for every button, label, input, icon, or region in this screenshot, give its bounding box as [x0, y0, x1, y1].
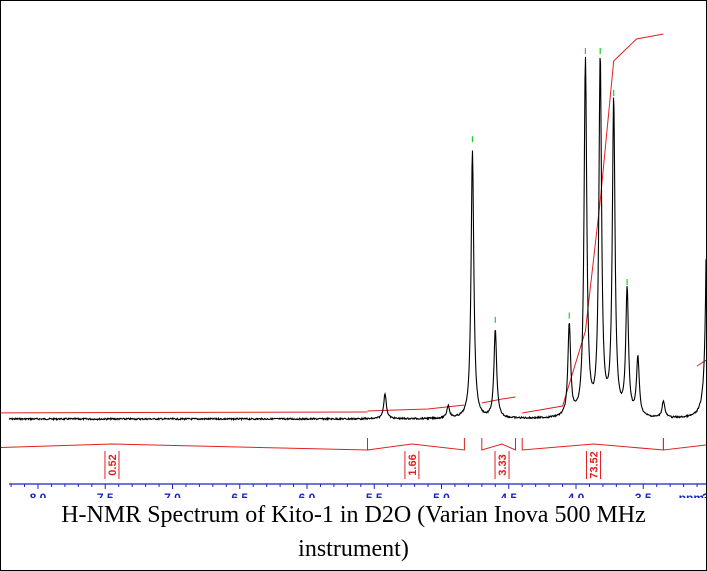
integral-bracket-4: 11.40	[662, 438, 706, 451]
integral-value-3: 73.52	[589, 451, 601, 479]
ppm-axis: 8.07.57.06.56.05.55.04.54.03.53.02.52.01…	[9, 483, 706, 498]
integral-curve-2	[481, 396, 516, 404]
axis-tick-label: 8.0	[30, 491, 47, 498]
integral-bracket-3: 73.52	[521, 438, 664, 479]
axis-tick-label: 7.5	[97, 491, 114, 498]
integral-value-0: 0.52	[107, 454, 119, 475]
caption-line-1: H-NMR Spectrum of Kito-1 in D2O (Varian …	[61, 502, 646, 528]
axis-tick-label: 3.0	[702, 491, 706, 498]
integral-bracket-0: 0.52	[1, 438, 368, 479]
integral-curve-3	[522, 33, 664, 414]
peak-markers	[471, 48, 628, 323]
axis-tick-label: 7.0	[164, 491, 181, 498]
integral-value-1: 1.66	[407, 454, 419, 475]
axis-tick-label: 6.0	[299, 491, 316, 498]
axis-unit-label: ppm	[679, 491, 704, 498]
axis-tick-label: 5.5	[366, 491, 383, 498]
axis-tick-label: 4.0	[568, 491, 585, 498]
integral-curve-0	[1, 411, 368, 414]
integral-curve-4	[696, 359, 706, 367]
integral-bracket-line	[367, 438, 465, 451]
caption-line-2: instrument)	[298, 536, 409, 562]
axis-tick-label: 4.5	[500, 491, 517, 498]
integral-bracket-2: 3.33	[481, 438, 516, 479]
spectrum-trace	[8, 56, 706, 422]
spectrum-line	[8, 56, 706, 422]
integral-bracket-1: 1.66	[367, 438, 465, 479]
integral-bracket-line	[1, 438, 368, 451]
axis-tick-label: 5.0	[433, 491, 450, 498]
axis-tick-label: 6.5	[231, 491, 248, 498]
integral-bracket-line	[521, 438, 664, 451]
integral-bracket-line	[481, 438, 516, 451]
figure-caption: H-NMR Spectrum of Kito-1 in D2O (Varian …	[1, 498, 706, 566]
integral-value-2: 3.33	[497, 454, 509, 475]
axis-tick-label: 3.5	[635, 491, 652, 498]
integral-bracket-line	[662, 438, 706, 451]
